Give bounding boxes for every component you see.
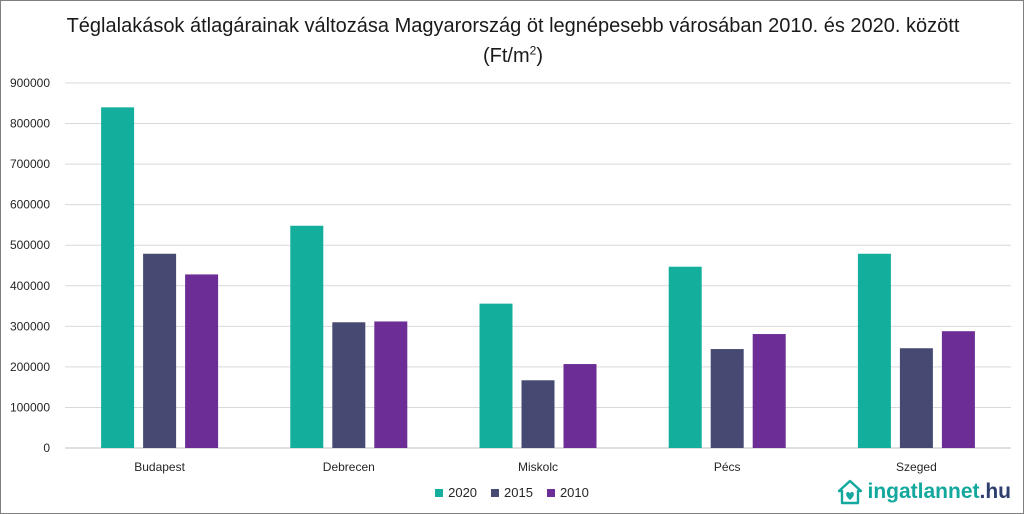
x-tick-label: Szeged (896, 460, 937, 474)
bar-2010 (941, 331, 975, 448)
chart-title-text: Téglalakások átlagárainak változása Magy… (66, 15, 960, 37)
legend-item: 2010 (546, 485, 589, 500)
house-heart-icon (838, 479, 863, 505)
logo-tld-text: .hu (979, 480, 1012, 503)
legend-swatch (546, 488, 555, 497)
y-tick-label: 100000 (10, 400, 50, 414)
bar-2020 (479, 303, 513, 448)
legend-item: 2020 (435, 485, 477, 500)
bar-2020 (668, 266, 702, 448)
y-tick-label: 300000 (10, 319, 50, 333)
legend-item: 2015 (491, 485, 533, 500)
bar-2015 (710, 349, 744, 448)
brand-logo: ingatlannet.hu (837, 479, 1011, 505)
chart-title-unit: (Ft/m2) (482, 43, 543, 67)
bar-2015 (332, 322, 366, 448)
bar-2015 (899, 348, 933, 448)
legend-swatch (435, 488, 444, 497)
x-tick-label: Miskolc (518, 460, 558, 474)
chart-title: Téglalakások átlagárainak változása Magy… (61, 11, 965, 71)
bar-2010 (752, 334, 786, 448)
y-tick-label: 600000 (10, 198, 50, 212)
x-tick-label: Budapest (134, 460, 185, 474)
bar-2020 (290, 225, 324, 448)
legend-label: 2010 (559, 485, 589, 500)
bar-2020 (101, 107, 135, 448)
bar-2010 (374, 321, 408, 448)
legend-label: 2020 (448, 485, 478, 500)
y-tick-label: 200000 (10, 360, 50, 374)
bar-2015 (143, 253, 177, 448)
logo-brand-text: ingatlannet (867, 480, 980, 503)
y-tick-label: 900000 (10, 76, 50, 90)
x-tick-label: Pécs (714, 460, 741, 474)
bar-2010 (185, 274, 219, 448)
y-tick-label: 800000 (10, 117, 50, 131)
y-tick-label: 0 (43, 441, 50, 455)
legend: 2020 2015 2010 (1, 485, 1023, 500)
legend-swatch (491, 488, 500, 497)
bar-2015 (521, 380, 555, 448)
bar-2010 (563, 364, 597, 448)
legend-label: 2015 (504, 485, 533, 500)
y-tick-label: 500000 (10, 238, 50, 252)
bar-2020 (857, 253, 891, 448)
x-tick-label: Debrecen (323, 460, 375, 474)
y-tick-label: 700000 (10, 157, 50, 171)
y-tick-label: 400000 (10, 279, 50, 293)
